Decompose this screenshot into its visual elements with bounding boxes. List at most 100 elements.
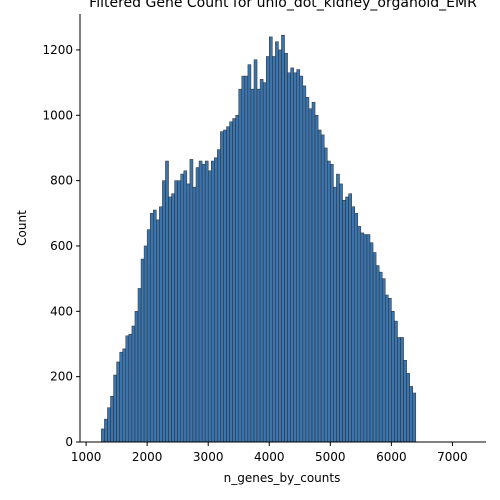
histogram-bar xyxy=(171,193,175,443)
histogram-bar xyxy=(342,199,346,443)
histogram-bar xyxy=(287,72,291,443)
x-tick-label: 1000 xyxy=(71,450,102,464)
histogram-bar xyxy=(207,170,212,443)
histogram-bar xyxy=(131,325,136,443)
x-axis-label: n_genes_by_counts xyxy=(224,471,341,485)
histogram-bar xyxy=(400,337,404,443)
histogram-bar xyxy=(107,407,111,443)
histogram-bar xyxy=(238,88,243,443)
y-tick-label: 600 xyxy=(50,239,73,253)
histogram-bar xyxy=(137,288,142,443)
histogram-bar xyxy=(339,183,343,443)
histogram-bar xyxy=(153,209,157,443)
histogram-bar xyxy=(125,335,130,443)
histogram-bar xyxy=(363,234,368,443)
histogram-bar xyxy=(220,131,224,443)
histogram-bar xyxy=(403,360,407,443)
x-tick-label: 6000 xyxy=(376,450,407,464)
histogram-bar xyxy=(308,108,313,443)
histogram-bar xyxy=(311,101,316,443)
histogram-bar xyxy=(156,219,160,443)
histogram-bar xyxy=(378,271,383,443)
histogram-bar xyxy=(375,265,380,443)
histogram-bar xyxy=(232,118,236,443)
histogram-bar xyxy=(168,196,172,443)
histogram-bar xyxy=(189,159,194,443)
histogram-bar xyxy=(143,245,148,443)
histogram-bar xyxy=(140,258,145,443)
histogram-bar xyxy=(119,351,123,443)
histogram-bar xyxy=(223,129,227,443)
histogram-bar xyxy=(381,278,386,443)
histogram-bar xyxy=(269,36,273,443)
histogram-bar xyxy=(284,52,288,443)
histogram-bar xyxy=(235,115,239,443)
histogram-bar xyxy=(327,160,331,443)
histogram-bar xyxy=(330,164,334,443)
histogram-bar xyxy=(369,242,374,443)
histogram-bar xyxy=(281,34,285,443)
y-tick-label: 1200 xyxy=(42,43,73,57)
x-tick-label: 5000 xyxy=(315,450,346,464)
histogram-bar xyxy=(104,418,108,443)
histogram-bar xyxy=(201,164,206,443)
histogram-bar xyxy=(360,232,365,443)
histogram-bar xyxy=(214,157,218,443)
histogram-bar xyxy=(244,75,249,443)
histogram-bar xyxy=(272,56,276,443)
histogram-bar xyxy=(354,213,359,443)
x-axis-ticks: 1000 2000 3000 4000 5000 6000 7000 xyxy=(71,442,468,464)
histogram-bar xyxy=(357,226,362,443)
histogram-bar xyxy=(406,373,410,443)
histogram-bar xyxy=(159,206,163,443)
histogram-bar xyxy=(110,396,114,443)
histogram-bar xyxy=(229,121,233,443)
histogram-bar xyxy=(177,180,181,443)
histogram-bar xyxy=(397,337,401,443)
histogram-bars xyxy=(101,34,417,443)
chart-title: Filtered Gene Count for uhio_dot_kidney_… xyxy=(89,0,477,11)
histogram-bar xyxy=(256,88,261,443)
histogram-bar xyxy=(253,59,258,443)
histogram-bar xyxy=(391,311,395,443)
histogram-bar xyxy=(366,234,371,443)
histogram-bar xyxy=(412,392,417,443)
histogram-bar xyxy=(305,97,310,443)
histogram-bar xyxy=(113,374,117,443)
histogram-bar xyxy=(180,173,185,443)
histogram-bar xyxy=(183,170,188,443)
x-tick-label: 4000 xyxy=(254,450,285,464)
histogram-bar xyxy=(226,126,230,443)
histogram-bar xyxy=(372,252,377,443)
histogram-bar xyxy=(348,193,352,443)
histogram-bar xyxy=(388,297,392,443)
histogram-bar xyxy=(165,160,169,443)
histogram-bar xyxy=(217,149,221,443)
histogram-bar xyxy=(134,311,139,443)
histogram-bar xyxy=(320,134,325,443)
y-axis-label: Count xyxy=(15,210,29,246)
histogram-bar xyxy=(204,160,209,443)
histogram-bar xyxy=(296,69,301,443)
histogram-bar xyxy=(174,180,178,443)
histogram-bar xyxy=(198,160,203,443)
histogram-bar xyxy=(101,428,105,443)
y-tick-label: 400 xyxy=(50,304,73,318)
histogram-bar xyxy=(250,88,255,443)
histogram-bar xyxy=(162,180,166,443)
histogram-bar xyxy=(195,167,200,443)
histogram-bar xyxy=(116,361,120,443)
histogram-bar xyxy=(128,333,133,443)
histogram-bar xyxy=(192,186,197,443)
histogram-bar xyxy=(345,196,349,443)
histogram-bar xyxy=(265,56,270,443)
histogram-bar xyxy=(385,294,389,443)
y-tick-label: 200 xyxy=(50,370,73,384)
histogram-bar xyxy=(247,64,252,443)
x-tick-label: 3000 xyxy=(193,450,224,464)
x-tick-label: 2000 xyxy=(132,450,163,464)
histogram-bar xyxy=(317,129,322,443)
histogram-bar xyxy=(259,79,264,443)
